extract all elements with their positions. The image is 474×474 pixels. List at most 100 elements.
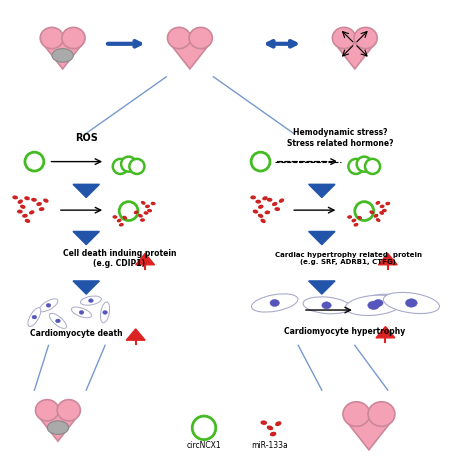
Polygon shape	[334, 42, 376, 69]
Ellipse shape	[189, 27, 212, 49]
Circle shape	[365, 159, 380, 174]
Ellipse shape	[354, 27, 377, 49]
Text: circNCX1: circNCX1	[187, 441, 221, 450]
Ellipse shape	[256, 201, 260, 203]
Text: Cell death induing protein
(e.g. CDIP1): Cell death induing protein (e.g. CDIP1)	[63, 248, 176, 268]
Text: ROS: ROS	[75, 133, 98, 143]
Ellipse shape	[55, 319, 60, 323]
Circle shape	[192, 416, 216, 439]
Text: Cardiomyocyte death: Cardiomyocyte death	[30, 329, 122, 338]
Ellipse shape	[18, 200, 22, 203]
Ellipse shape	[123, 217, 127, 219]
Ellipse shape	[358, 217, 361, 219]
Polygon shape	[376, 327, 395, 338]
Ellipse shape	[251, 196, 255, 199]
Circle shape	[348, 159, 364, 174]
Ellipse shape	[72, 307, 91, 318]
Ellipse shape	[142, 201, 145, 204]
Ellipse shape	[383, 210, 386, 212]
Ellipse shape	[32, 315, 36, 319]
Ellipse shape	[380, 212, 383, 214]
Ellipse shape	[79, 310, 84, 314]
Ellipse shape	[146, 205, 149, 208]
Ellipse shape	[259, 205, 263, 208]
Ellipse shape	[52, 49, 73, 62]
Ellipse shape	[139, 215, 142, 217]
Ellipse shape	[151, 202, 155, 205]
Polygon shape	[136, 254, 155, 265]
Circle shape	[121, 156, 136, 172]
Ellipse shape	[141, 219, 144, 221]
Ellipse shape	[89, 299, 93, 302]
Ellipse shape	[47, 421, 69, 434]
Polygon shape	[309, 231, 335, 245]
Polygon shape	[169, 42, 211, 69]
Ellipse shape	[13, 196, 17, 199]
Polygon shape	[41, 42, 84, 69]
Ellipse shape	[81, 296, 101, 305]
Ellipse shape	[100, 302, 109, 323]
Ellipse shape	[44, 199, 48, 202]
Polygon shape	[73, 231, 100, 245]
Ellipse shape	[135, 211, 138, 213]
Ellipse shape	[368, 301, 380, 310]
Ellipse shape	[343, 402, 370, 427]
Polygon shape	[309, 281, 335, 294]
Ellipse shape	[37, 203, 41, 205]
Ellipse shape	[36, 400, 59, 421]
Ellipse shape	[21, 205, 25, 208]
Ellipse shape	[46, 303, 51, 307]
Ellipse shape	[271, 432, 276, 436]
Ellipse shape	[263, 197, 267, 200]
Ellipse shape	[167, 27, 191, 49]
Ellipse shape	[118, 219, 121, 222]
Ellipse shape	[32, 199, 36, 201]
Ellipse shape	[28, 308, 41, 327]
Ellipse shape	[251, 294, 298, 312]
Ellipse shape	[144, 212, 148, 214]
Ellipse shape	[276, 422, 281, 426]
Ellipse shape	[270, 300, 279, 307]
Text: Hemodynamic stress?
Stress related hormone?: Hemodynamic stress? Stress related hormo…	[287, 128, 394, 148]
Circle shape	[25, 152, 44, 171]
Circle shape	[129, 159, 145, 174]
Polygon shape	[36, 414, 79, 441]
Ellipse shape	[355, 294, 402, 312]
Text: miR-133a: miR-133a	[252, 441, 288, 450]
Ellipse shape	[103, 310, 108, 314]
Ellipse shape	[265, 211, 269, 214]
Ellipse shape	[405, 299, 417, 307]
Ellipse shape	[374, 215, 378, 217]
Ellipse shape	[348, 216, 351, 218]
Ellipse shape	[261, 421, 266, 424]
Ellipse shape	[39, 208, 44, 210]
Ellipse shape	[322, 302, 331, 309]
Ellipse shape	[332, 27, 356, 49]
Ellipse shape	[148, 210, 151, 212]
Ellipse shape	[254, 210, 257, 213]
Circle shape	[251, 152, 270, 171]
Ellipse shape	[275, 208, 279, 210]
Ellipse shape	[26, 219, 29, 222]
Ellipse shape	[267, 426, 273, 429]
Polygon shape	[344, 419, 393, 450]
Ellipse shape	[49, 313, 66, 328]
Ellipse shape	[273, 202, 277, 205]
Text: Cardiomyocyte hypertrophy: Cardiomyocyte hypertrophy	[284, 327, 405, 336]
Ellipse shape	[261, 219, 265, 222]
Ellipse shape	[346, 295, 402, 316]
Ellipse shape	[62, 27, 85, 49]
Circle shape	[119, 201, 138, 220]
Polygon shape	[73, 281, 100, 294]
Ellipse shape	[376, 201, 380, 204]
Circle shape	[113, 159, 128, 174]
Circle shape	[357, 156, 372, 172]
Ellipse shape	[267, 199, 272, 201]
Ellipse shape	[383, 292, 439, 313]
Ellipse shape	[113, 216, 117, 218]
Circle shape	[355, 201, 374, 220]
Ellipse shape	[23, 215, 27, 217]
Polygon shape	[73, 184, 100, 198]
Ellipse shape	[25, 197, 29, 200]
Ellipse shape	[57, 400, 81, 421]
